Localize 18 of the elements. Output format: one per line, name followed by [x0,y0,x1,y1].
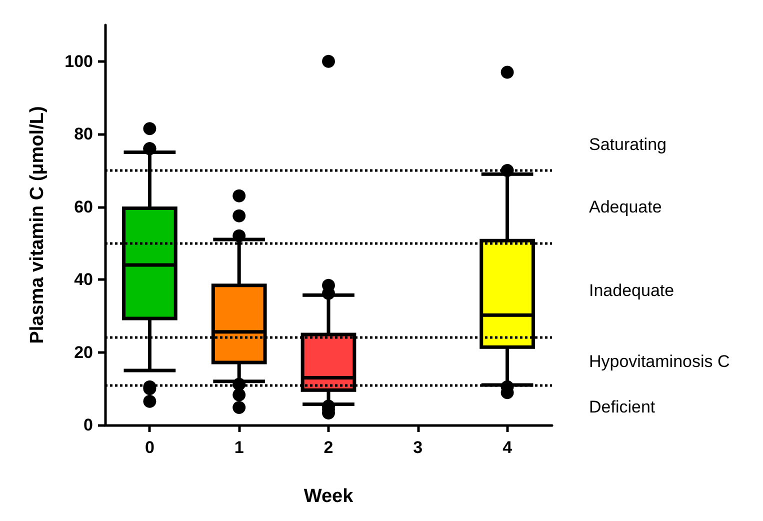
y-tick-label: 40 [74,270,93,290]
x-tick-label: 0 [144,438,154,457]
text: Inadequate [589,280,674,300]
y-tick-label: 100 [64,52,93,71]
y-tick-label: 60 [74,197,93,216]
x-tick-label: 4 [502,438,513,457]
text: Deficient [589,398,656,416]
x-tick-label: 3 [413,438,423,457]
y-axis-title: Plasma vitamin C (μmol/L) [27,106,48,344]
x-tick-label: 1 [234,438,244,457]
y-tick-label: 0 [84,416,93,434]
y-tick-label: 80 [74,124,93,144]
text: Adequate [589,197,662,216]
text: Hypovitaminosis C [589,352,730,371]
y-tick-label: 20 [74,342,93,362]
x-tick-label: 2 [324,438,334,457]
text: Saturating [589,134,666,154]
x-axis-title: Week [304,486,354,507]
